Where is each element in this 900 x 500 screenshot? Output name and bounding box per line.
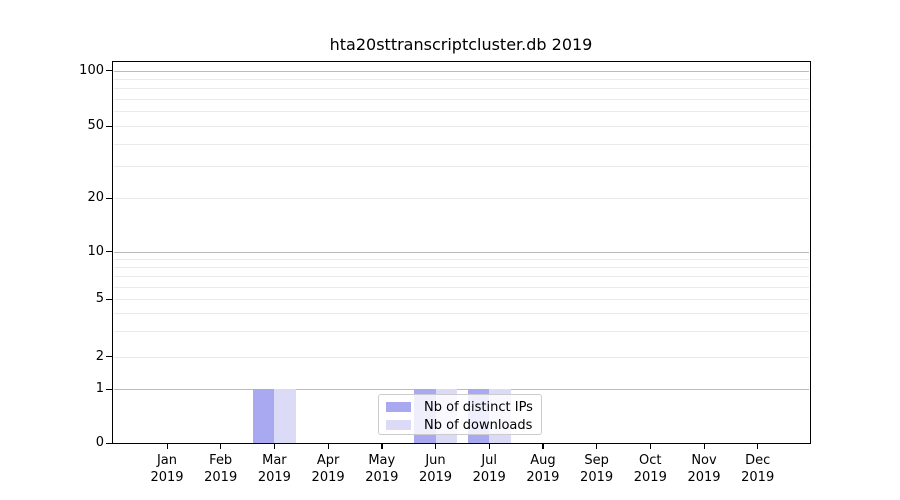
x-axis-tick xyxy=(327,444,329,449)
y-tick-label: 5 xyxy=(95,291,104,307)
x-tick-year: 2019 xyxy=(687,470,721,485)
y-tick-label: 100 xyxy=(79,62,104,78)
y-axis-tick xyxy=(106,442,113,444)
major-gridline xyxy=(114,389,809,390)
y-axis-tick xyxy=(106,125,113,127)
y-axis-tick xyxy=(106,388,113,390)
minor-gridline xyxy=(114,126,809,127)
legend-swatch-downloads xyxy=(386,420,411,430)
minor-gridline xyxy=(114,313,809,315)
x-axis-tick xyxy=(488,444,490,449)
minor-gridline xyxy=(114,111,809,113)
y-tick-label: 0 xyxy=(95,435,104,450)
x-tick-label: Dec 2019 xyxy=(726,452,790,486)
x-tick-month: Dec xyxy=(745,453,771,468)
x-tick-label: Aug 2019 xyxy=(511,452,575,486)
x-axis-tick xyxy=(381,444,383,449)
legend-label-distinct-ips: Nb of distinct IPs xyxy=(424,399,533,415)
y-tick-label: 20 xyxy=(87,190,104,206)
x-axis-tick xyxy=(703,444,705,449)
x-tick-year: 2019 xyxy=(204,470,238,485)
legend-label-downloads: Nb of downloads xyxy=(424,417,533,433)
x-tick-month: Jul xyxy=(481,453,498,468)
x-axis-tick xyxy=(596,444,598,449)
x-axis-tick xyxy=(649,444,652,449)
x-tick-label: Nov 2019 xyxy=(672,452,736,486)
y-tick-label: 10 xyxy=(87,243,104,259)
x-axis-tick xyxy=(166,444,168,449)
x-tick-year: 2019 xyxy=(741,470,775,485)
bar-downloads xyxy=(274,389,296,443)
major-gridline xyxy=(114,70,809,72)
legend: Nb of distinct IPs Nb of downloads xyxy=(378,394,542,435)
x-tick-year: 2019 xyxy=(580,470,614,485)
x-tick-label: Jul 2019 xyxy=(457,452,521,486)
minor-gridline xyxy=(114,266,809,268)
minor-gridline xyxy=(114,299,809,301)
minor-gridline xyxy=(114,99,809,101)
x-axis-tick xyxy=(757,444,759,449)
minor-gridline xyxy=(114,356,809,358)
plot-area-border xyxy=(112,61,811,444)
x-tick-year: 2019 xyxy=(633,470,667,485)
x-tick-month: Jun xyxy=(425,453,446,468)
y-tick-label: 2 xyxy=(95,348,104,364)
x-axis-tick xyxy=(435,444,437,449)
minor-gridline xyxy=(114,331,809,333)
major-gridline xyxy=(114,251,809,253)
x-tick-year: 2019 xyxy=(365,470,399,485)
minor-gridline xyxy=(114,286,809,288)
x-tick-month: May xyxy=(368,453,396,468)
x-axis-tick xyxy=(542,444,544,449)
x-tick-month: Oct xyxy=(639,453,662,468)
y-axis-tick xyxy=(106,70,113,72)
legend-row-downloads: Nb of downloads xyxy=(386,416,541,434)
bar-distinct-ips xyxy=(252,389,275,443)
x-tick-label: Apr 2019 xyxy=(296,452,360,486)
y-axis-tick xyxy=(106,356,113,358)
x-tick-label: Jun 2019 xyxy=(404,452,468,486)
minor-gridline xyxy=(114,258,809,260)
y-tick-label: 50 xyxy=(87,118,104,133)
minor-gridline xyxy=(114,78,809,80)
x-tick-month: Sep xyxy=(584,453,609,468)
x-tick-label: Oct 2019 xyxy=(618,452,682,486)
x-tick-label: Mar 2019 xyxy=(242,452,306,486)
x-tick-year: 2019 xyxy=(257,470,291,485)
y-axis-tick xyxy=(106,298,113,301)
minor-gridline xyxy=(114,276,809,278)
y-tick-label: 1 xyxy=(95,381,104,396)
minor-gridline xyxy=(114,143,809,145)
x-axis-tick xyxy=(220,444,222,449)
chart-title: hta20sttranscriptcluster.db 2019 xyxy=(329,35,593,54)
x-tick-month: Nov xyxy=(691,453,717,468)
x-tick-month: Feb xyxy=(209,453,233,468)
x-tick-month: Aug xyxy=(530,453,556,468)
x-tick-label: Jan 2019 xyxy=(135,452,199,486)
x-tick-year: 2019 xyxy=(472,470,506,485)
x-tick-year: 2019 xyxy=(150,470,184,485)
x-axis-tick xyxy=(273,444,276,449)
x-tick-month: Jan xyxy=(156,453,178,468)
minor-gridline xyxy=(114,198,809,200)
x-tick-label: May 2019 xyxy=(350,452,414,486)
x-tick-month: Mar xyxy=(262,453,287,468)
legend-swatch-distinct-ips xyxy=(386,402,411,412)
x-tick-label: Feb 2019 xyxy=(189,452,253,486)
x-tick-year: 2019 xyxy=(526,470,560,485)
y-axis-tick xyxy=(106,251,113,253)
x-tick-year: 2019 xyxy=(418,470,453,485)
x-tick-month: Apr xyxy=(316,453,340,468)
y-axis-tick xyxy=(106,197,113,200)
x-tick-year: 2019 xyxy=(311,470,345,485)
x-tick-label: Sep 2019 xyxy=(565,452,629,486)
minor-gridline xyxy=(114,166,809,168)
legend-row-distinct-ips: Nb of distinct IPs xyxy=(386,398,541,416)
minor-gridline xyxy=(114,88,809,90)
